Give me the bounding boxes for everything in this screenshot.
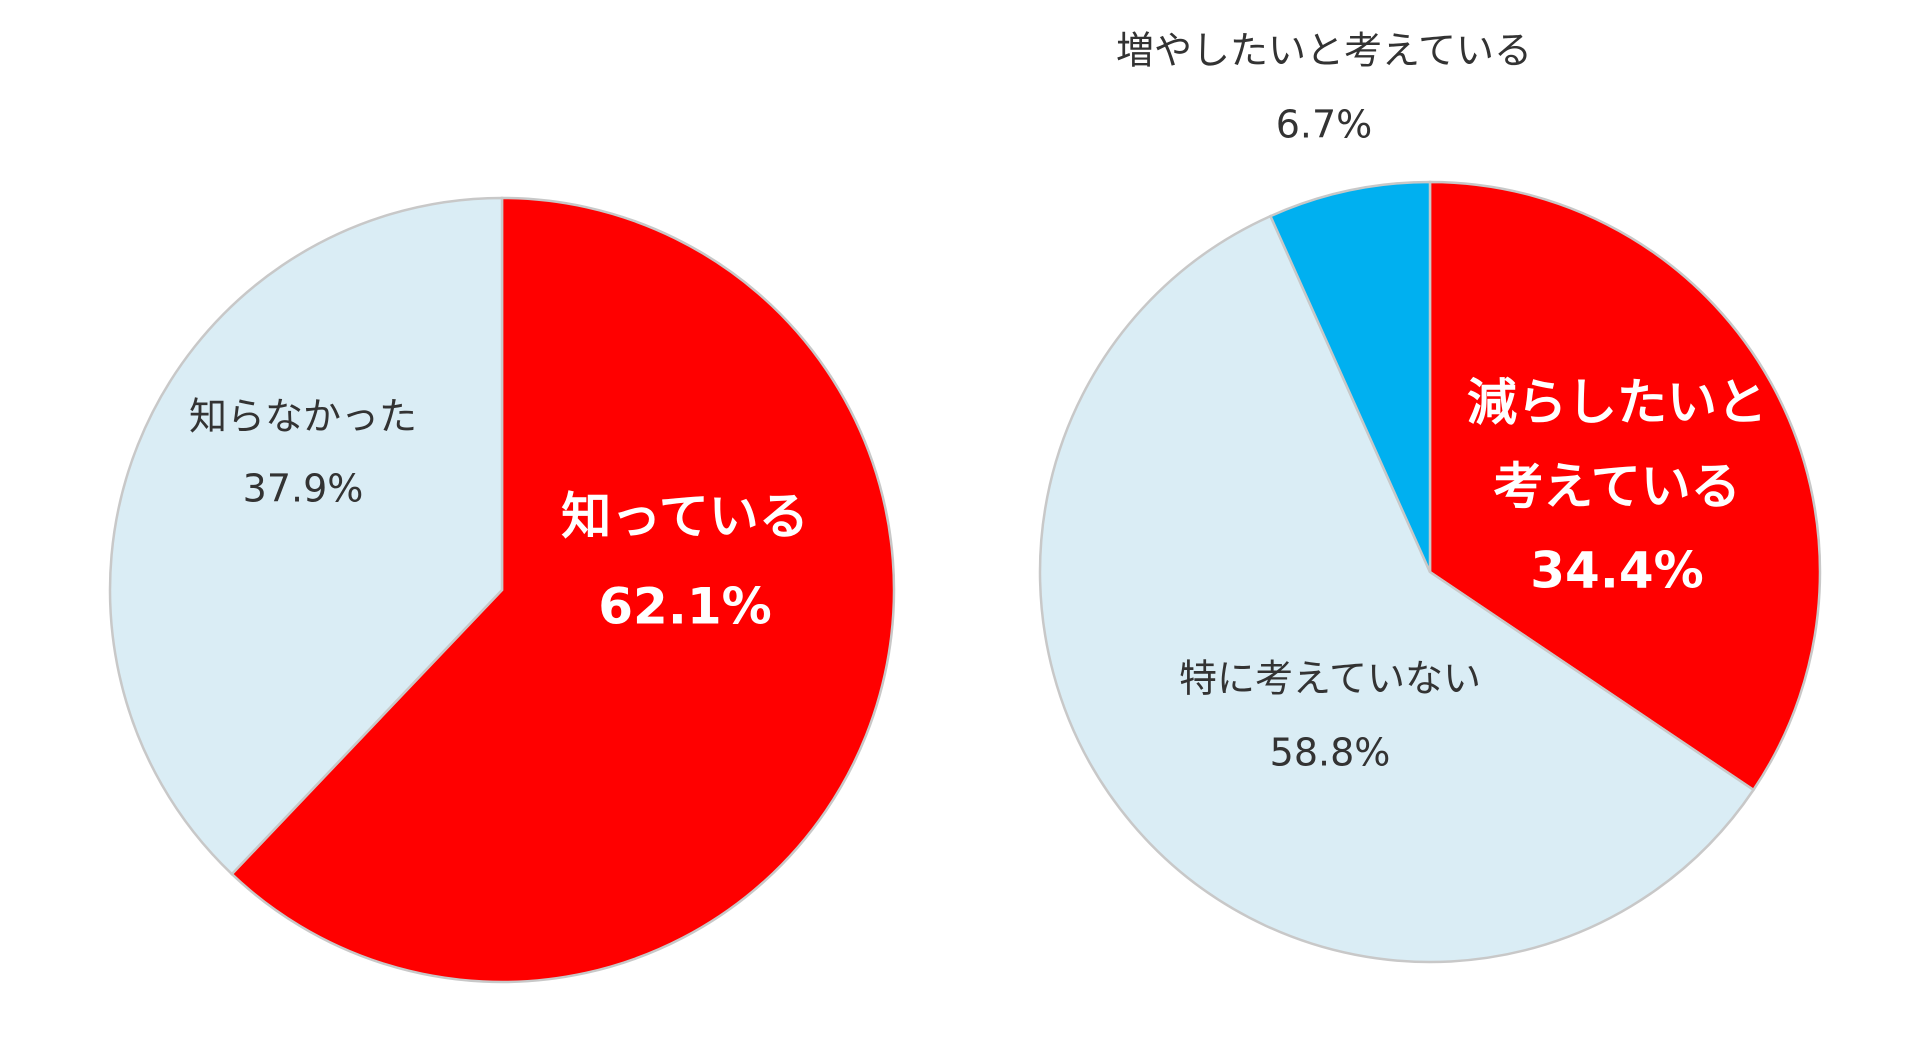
awareness-pie-chart: 知っている 62.1% 知らなかった 37.9% — [108, 196, 896, 984]
pie-slice-1-2 — [1268, 180, 1432, 573]
pie-slice-0-0 — [230, 196, 896, 984]
slice-value-label-0-0: 62.1% — [598, 578, 771, 636]
pie-slice-1-1 — [1038, 214, 1756, 964]
slice-category-label-1-2: 増やしたいと考えている — [1116, 29, 1532, 73]
slice-category-label-1-1: 特に考えていない — [1179, 657, 1481, 701]
slice-value-label-1-2: 6.7% — [1276, 103, 1373, 147]
slice-value-label-1-1: 58.8% — [1270, 731, 1391, 775]
slice-category-label-0-0: 知っている — [561, 488, 809, 546]
slice-category-label-1-0: 考えている — [1493, 458, 1741, 516]
slice-value-label-1-0: 34.4% — [1530, 542, 1703, 600]
slice-value-label-0-1: 37.9% — [243, 467, 364, 511]
slice-category-label-1-0: 減らしたいと — [1467, 374, 1767, 432]
pie-slice-0-1 — [108, 196, 504, 876]
pie-slice-1-0 — [1428, 180, 1822, 792]
slice-category-label-0-1: 知らなかった — [189, 395, 417, 439]
